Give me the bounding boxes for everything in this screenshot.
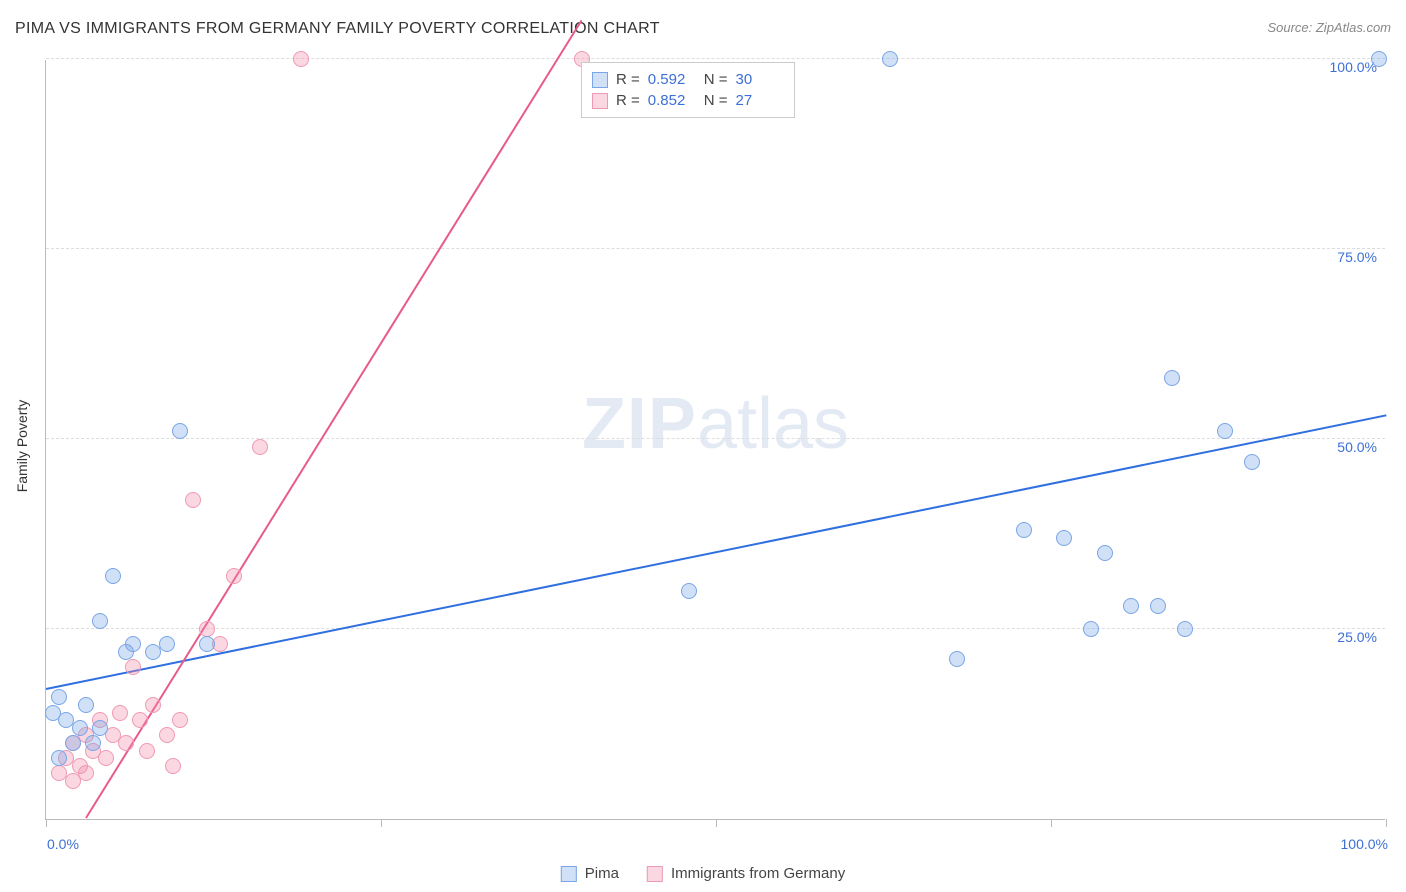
- x-tick: [1386, 819, 1387, 827]
- scatter-point: [98, 750, 114, 766]
- scatter-point: [199, 636, 215, 652]
- x-tick-label-min: 0.0%: [47, 836, 79, 852]
- plot-area: ZIPatlas 25.0% 50.0% 75.0% 100.0%: [45, 60, 1385, 820]
- scatter-point: [1371, 51, 1387, 67]
- scatter-point: [72, 720, 88, 736]
- legend-swatch: [647, 866, 663, 882]
- trend-line: [46, 414, 1386, 690]
- chart-title: PIMA VS IMMIGRANTS FROM GERMANY FAMILY P…: [15, 20, 660, 38]
- scatter-point: [293, 51, 309, 67]
- stat-r-label: R =: [616, 92, 640, 109]
- scatter-point: [159, 727, 175, 743]
- source-label: Source: ZipAtlas.com: [1267, 20, 1391, 35]
- scatter-point: [1150, 598, 1166, 614]
- scatter-point: [65, 735, 81, 751]
- scatter-point: [1056, 530, 1072, 546]
- scatter-point: [949, 651, 965, 667]
- scatter-point: [78, 765, 94, 781]
- x-tick: [1051, 819, 1052, 827]
- scatter-point: [1177, 621, 1193, 637]
- y-axis-label: Family Poverty: [14, 400, 30, 493]
- stat-r-value: 0.592: [648, 71, 696, 88]
- legend-item: Immigrants from Germany: [647, 865, 845, 882]
- scatter-point: [105, 568, 121, 584]
- stat-n-label: N =: [704, 71, 728, 88]
- x-tick: [716, 819, 717, 827]
- scatter-point: [51, 750, 67, 766]
- x-tick: [381, 819, 382, 827]
- scatter-point: [78, 697, 94, 713]
- scatter-point: [92, 720, 108, 736]
- legend-swatch: [592, 72, 608, 88]
- scatter-point: [92, 613, 108, 629]
- scatter-point: [1097, 545, 1113, 561]
- stat-r-value: 0.852: [648, 92, 696, 109]
- trend-line: [85, 19, 582, 818]
- scatter-point: [118, 735, 134, 751]
- scatter-point: [172, 712, 188, 728]
- scatter-point: [112, 705, 128, 721]
- watermark: ZIPatlas: [582, 383, 849, 465]
- scatter-point: [85, 735, 101, 751]
- stat-r-label: R =: [616, 71, 640, 88]
- scatter-point: [132, 712, 148, 728]
- scatter-point: [172, 423, 188, 439]
- legend-item: Pima: [561, 865, 619, 882]
- gridline: [46, 248, 1385, 249]
- scatter-point: [681, 583, 697, 599]
- scatter-point: [1083, 621, 1099, 637]
- x-tick: [46, 819, 47, 827]
- scatter-point: [1164, 370, 1180, 386]
- scatter-point: [1123, 598, 1139, 614]
- scatter-point: [252, 439, 268, 455]
- legend-label: Immigrants from Germany: [671, 865, 845, 882]
- stat-n-label: N =: [704, 92, 728, 109]
- legend-stats: R = 0.592 N = 30 R = 0.852 N = 27: [581, 62, 795, 118]
- scatter-point: [1016, 522, 1032, 538]
- scatter-point: [125, 659, 141, 675]
- scatter-point: [165, 758, 181, 774]
- scatter-point: [139, 743, 155, 759]
- stat-n-value: 27: [736, 92, 784, 109]
- y-tick-label: 75.0%: [1337, 249, 1377, 265]
- legend-bottom: Pima Immigrants from Germany: [561, 865, 845, 882]
- scatter-point: [185, 492, 201, 508]
- legend-stats-row: R = 0.852 N = 27: [592, 90, 784, 111]
- gridline: [46, 438, 1385, 439]
- scatter-point: [882, 51, 898, 67]
- scatter-point: [1244, 454, 1260, 470]
- y-tick-label: 100.0%: [1330, 59, 1377, 75]
- scatter-point: [1217, 423, 1233, 439]
- scatter-point: [125, 636, 141, 652]
- scatter-point: [145, 697, 161, 713]
- scatter-point: [51, 689, 67, 705]
- legend-label: Pima: [585, 865, 619, 882]
- gridline: [46, 58, 1385, 59]
- x-tick-label-max: 100.0%: [1341, 836, 1388, 852]
- legend-stats-row: R = 0.592 N = 30: [592, 69, 784, 90]
- stat-n-value: 30: [736, 71, 784, 88]
- legend-swatch: [561, 866, 577, 882]
- scatter-point: [226, 568, 242, 584]
- y-tick-label: 50.0%: [1337, 439, 1377, 455]
- y-tick-label: 25.0%: [1337, 629, 1377, 645]
- scatter-point: [159, 636, 175, 652]
- scatter-point: [199, 621, 215, 637]
- legend-swatch: [592, 93, 608, 109]
